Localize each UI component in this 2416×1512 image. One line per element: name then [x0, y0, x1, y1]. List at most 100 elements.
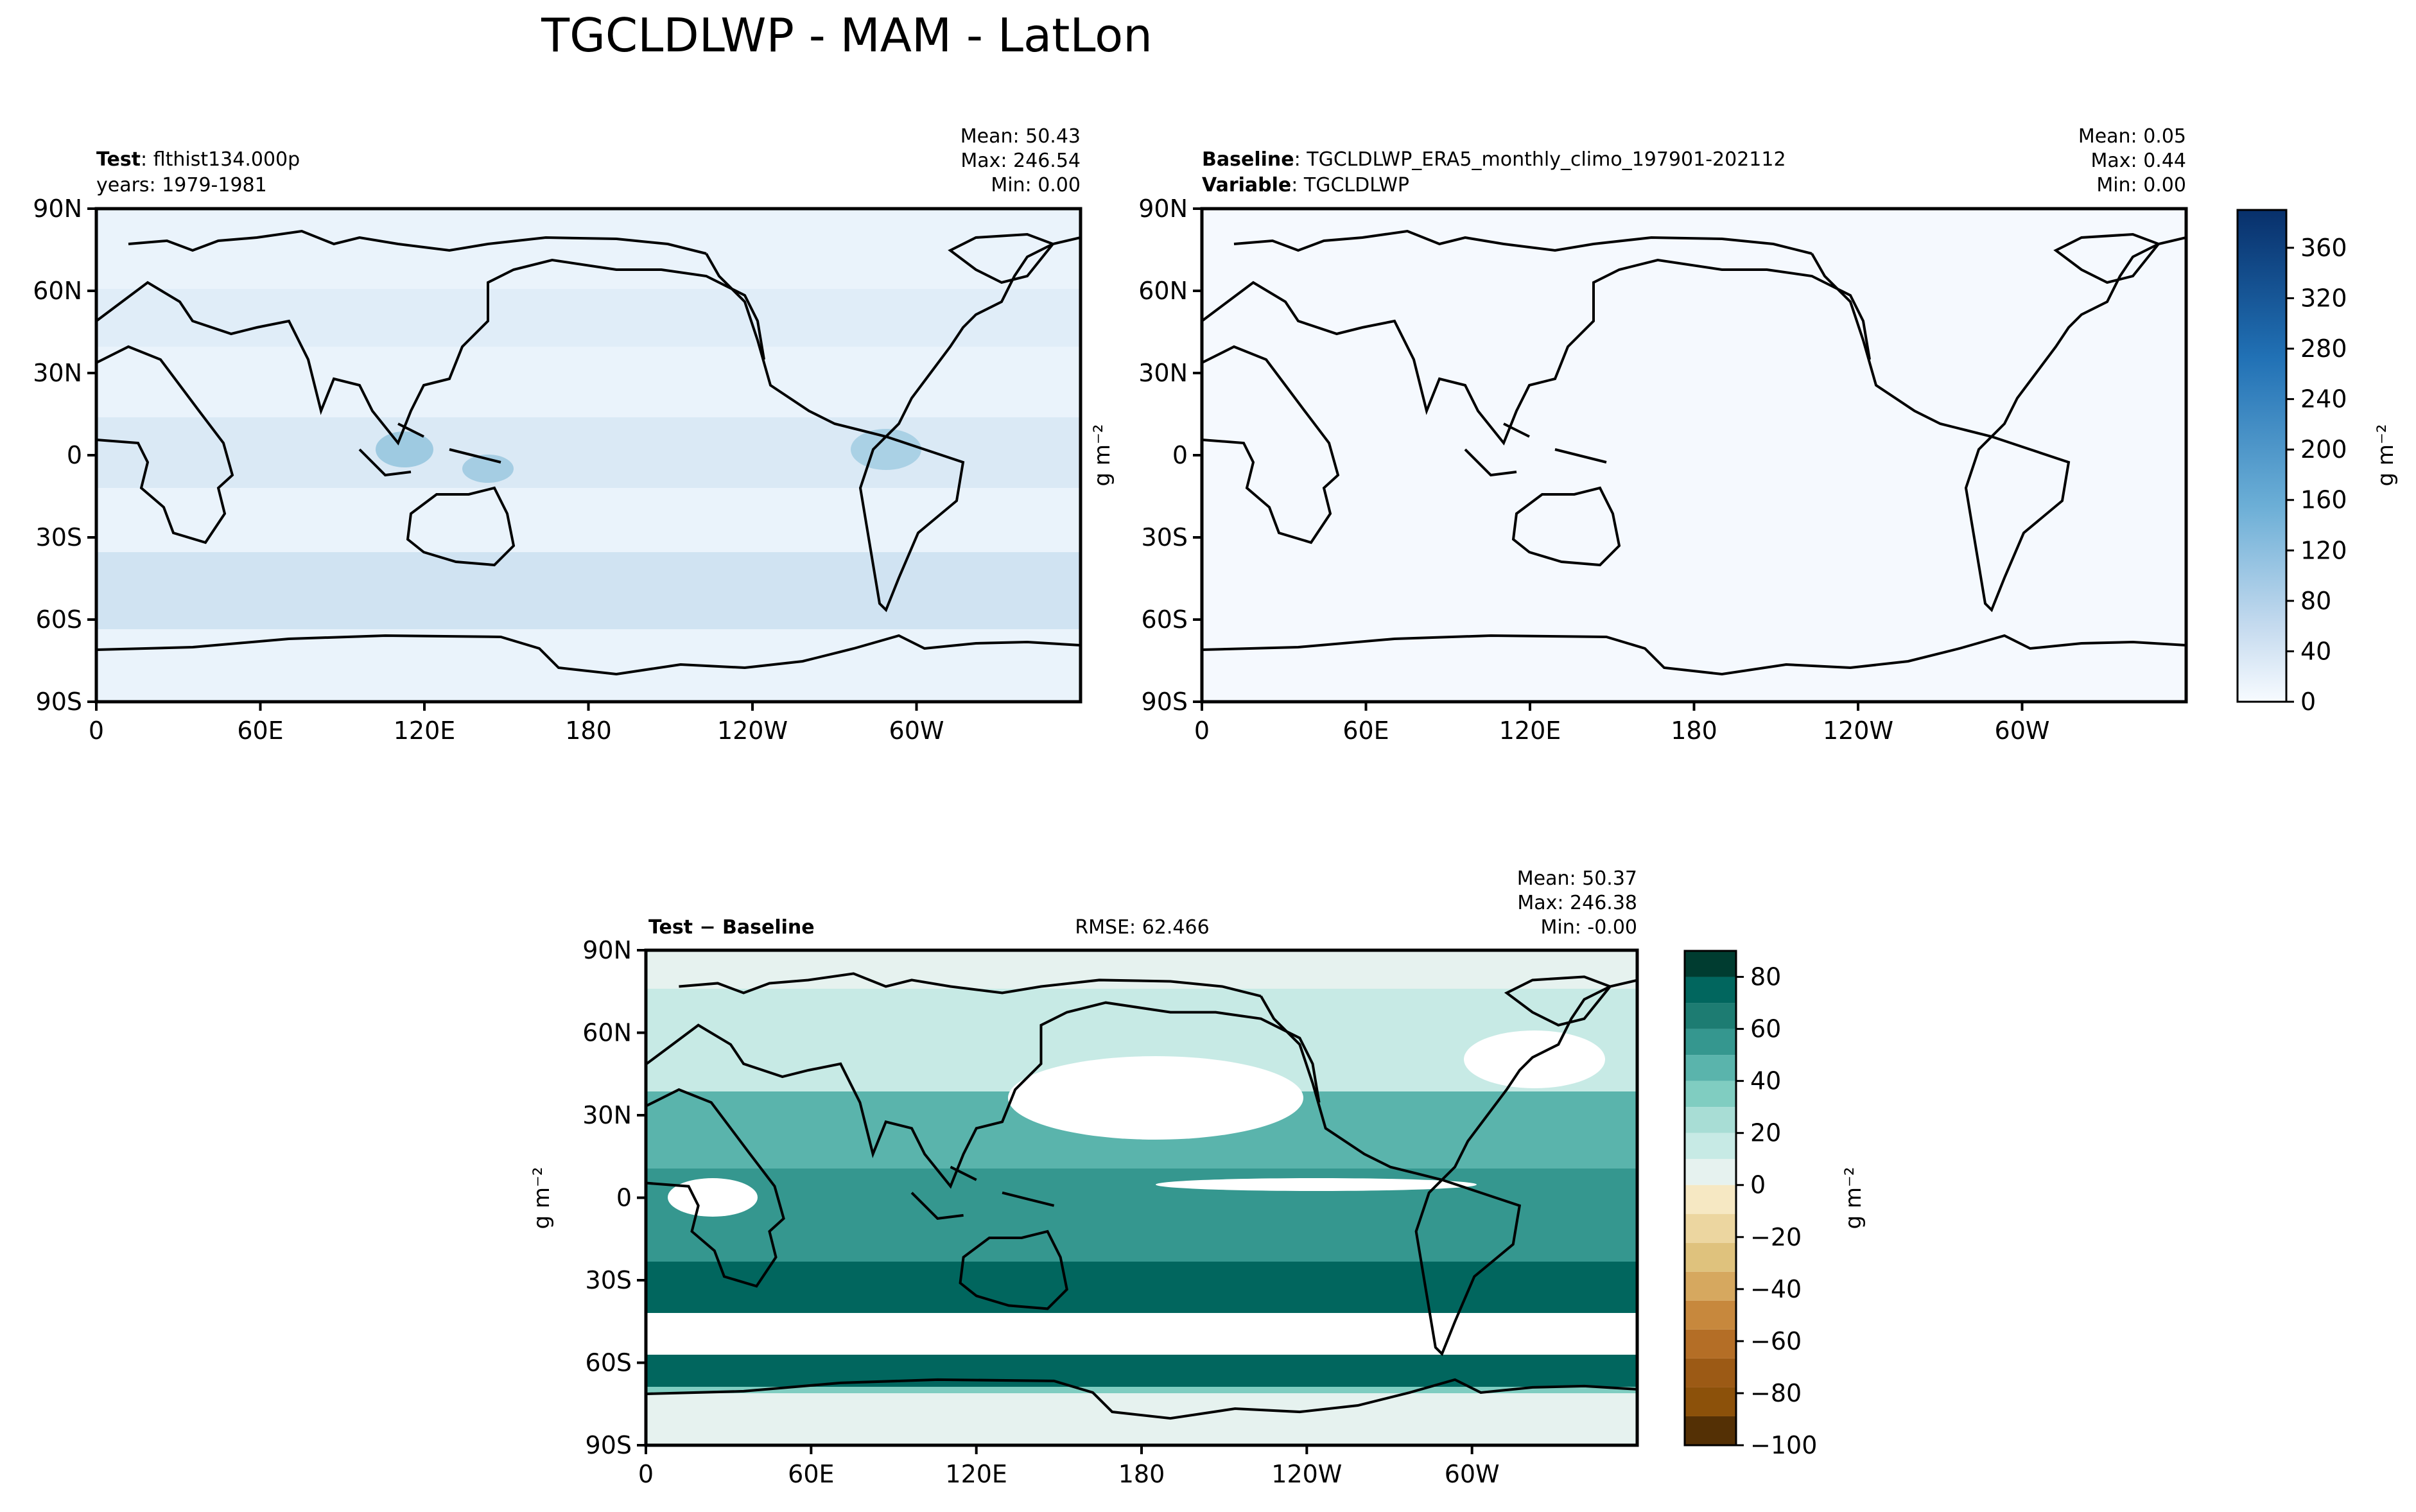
diff-map — [646, 950, 1637, 1445]
test-years-label: years: 1979-1981 — [96, 174, 267, 196]
test-title-value: flthist134.000p — [153, 148, 300, 171]
diff-coast-greenland — [1504, 975, 1613, 1027]
baseline-colorbar-tick-label: 360 — [2300, 234, 2347, 262]
test-xtick-label: 60E — [237, 717, 283, 745]
baseline-ytick-label: 30S — [1142, 523, 1188, 552]
diff-colorbar-label: g m⁻² — [1841, 1167, 1866, 1229]
diff-colorbar-segment — [1685, 1185, 1736, 1214]
baseline-title-label: Baseline: TGCLDLWP_ERA5_monthly_climo_19… — [1202, 148, 1786, 171]
baseline-ytick-label: 30N — [1138, 359, 1188, 387]
diff-colorbar-segment — [1685, 1358, 1736, 1387]
diff-xtick-label: 60W — [1445, 1460, 1500, 1488]
diff-colorbar: 80 60 40 20 0 −20 −40 −60 −80 −100 g m⁻² — [1683, 950, 1866, 1459]
diff-coast-maritime — [910, 1165, 1055, 1221]
diff-colorbar-tick-label: 60 — [1750, 1015, 1781, 1043]
baseline-variable-value: TGCLDLWP — [1303, 174, 1409, 196]
baseline-ytick-label: 90N — [1138, 195, 1188, 223]
diff-ytick-label: 90S — [586, 1431, 632, 1459]
baseline-stat-min: Min: 0.00 — [2096, 174, 2186, 196]
baseline-map-field — [1202, 209, 2186, 702]
test-title-label: Test: flthist134.000p — [96, 148, 300, 171]
diff-colorbar-fill — [1685, 951, 1736, 1445]
test-xtick-label: 60W — [889, 717, 944, 745]
test-ytick-label: 90S — [36, 688, 82, 716]
baseline-map — [1202, 209, 2186, 702]
diff-stat-mean: Mean: 50.37 — [1517, 867, 1637, 890]
diff-zero-africa — [668, 1178, 758, 1217]
baseline-ytick-label: 60N — [1138, 277, 1188, 305]
baseline-colorbar-tick-label: 280 — [2300, 335, 2347, 363]
baseline-variable-bold: Variable — [1202, 174, 1291, 196]
test-coast-africa — [96, 345, 234, 544]
baseline-variable-label: Variable: TGCLDLWP — [1202, 174, 1409, 196]
baseline-coast-maritime — [1464, 422, 1607, 477]
diff-colorbar-tick-label: 20 — [1750, 1119, 1781, 1147]
test-coastlines — [96, 229, 1081, 676]
baseline-coast-africa — [1202, 345, 1340, 544]
diff-ytick-label: 60S — [586, 1349, 632, 1377]
baseline-title-value: TGCLDLWP_ERA5_monthly_climo_197901-20211… — [1306, 148, 1786, 171]
baseline-panel: Baseline: TGCLDLWP_ERA5_monthly_climo_19… — [1090, 125, 2399, 745]
diff-colorbar-tick-label: −60 — [1750, 1327, 1802, 1355]
diff-coast-americas — [1260, 978, 1637, 1357]
diff-colorbar-tick-label: −80 — [1750, 1379, 1802, 1407]
diff-coastlines — [646, 972, 1637, 1420]
diff-band-antarctic-edge — [646, 1355, 1637, 1387]
baseline-coast-greenland — [2053, 232, 2161, 284]
baseline-axis-ticks: 0 60E 120E 180 120W 60W 90N 60N 30N 0 30S 60S 90S — [1138, 195, 2049, 745]
test-axis-ticks: 0 60E 120E 180 120W 60W 90N 60N 30N 0 30S 60S 90S — [33, 195, 944, 745]
diff-colorbar-tick-label: 40 — [1750, 1067, 1781, 1095]
baseline-coast-australia — [1511, 486, 1621, 567]
baseline-colorbar: 0 40 80 120 160 200 240 280 320 360 g m⁻² — [2236, 209, 2399, 716]
diff-ytick-label: 90N — [582, 936, 632, 964]
test-stat-mean: Mean: 50.43 — [960, 125, 1081, 148]
diff-colorbar-segment — [1685, 1081, 1736, 1108]
test-ytick-label: 60S — [36, 605, 82, 634]
baseline-colorbar-tick-label: 200 — [2300, 435, 2347, 464]
diff-colorbar-segment — [1685, 951, 1736, 977]
baseline-ytick-label: 60S — [1142, 605, 1188, 634]
diff-colorbar-segment — [1685, 1159, 1736, 1185]
baseline-colorbar-tick-label: 320 — [2300, 284, 2347, 312]
diff-colorbar-segment — [1685, 1387, 1736, 1416]
test-band-south — [96, 552, 1081, 629]
test-coast-greenland — [948, 232, 1056, 284]
baseline-colorbar-ticks: 0 40 80 120 160 200 240 280 320 360 — [2286, 234, 2347, 716]
diff-colorbar-segment — [1685, 1133, 1736, 1160]
diff-colorbar-segment — [1685, 1029, 1736, 1056]
diff-colorbar-tick-label: −20 — [1750, 1223, 1802, 1251]
test-ytick-label: 60N — [33, 277, 82, 305]
diff-title: Test − Baseline — [648, 916, 815, 939]
baseline-colorbar-label: g m⁻² — [2373, 424, 2399, 486]
diff-zero-north-pacific — [1008, 1056, 1303, 1140]
diff-colorbar-segment — [1685, 1107, 1736, 1133]
diff-zero-north-atlantic — [1464, 1030, 1605, 1088]
diff-colorbar-segment — [1685, 1300, 1736, 1330]
diff-ytick-label: 0 — [616, 1184, 632, 1212]
figure-title: TGCLDLWP - MAM - LatLon — [541, 8, 1152, 62]
diff-colorbar-tick-label: −100 — [1750, 1431, 1817, 1459]
diff-colorbar-segment — [1685, 977, 1736, 1004]
baseline-title-bold: Baseline — [1202, 148, 1294, 171]
baseline-coast-antarctica — [1202, 634, 2186, 676]
baseline-colorbar-tick-label: 80 — [2300, 587, 2331, 615]
diff-coast-arctic — [679, 972, 1262, 998]
baseline-colorbar-fill — [2238, 210, 2286, 702]
test-ytick-label: 0 — [67, 441, 82, 469]
baseline-xtick-label: 180 — [1671, 717, 1717, 745]
test-xtick-label: 120W — [717, 717, 788, 745]
diff-colorbar-segment — [1685, 1242, 1736, 1272]
diff-colorbar-frame — [1683, 950, 1737, 1447]
diff-axis-ticks: 0 60E 120E 180 120W 60W 90N 60N 30N 0 30S 60S 90S — [582, 936, 1499, 1488]
test-coast-americas — [705, 236, 1081, 613]
baseline-colorbar-tick-label: 0 — [2300, 688, 2316, 716]
diff-ytick-label: 60N — [582, 1019, 632, 1047]
diff-xtick-label: 60E — [788, 1460, 834, 1488]
diff-rmse: RMSE: 62.466 — [1075, 916, 1209, 939]
diff-colorbar-segment — [1685, 1329, 1736, 1359]
diff-colorbar-segment — [1685, 1055, 1736, 1081]
baseline-colorbar-frame — [2236, 209, 2288, 703]
diff-zero-equatorial — [1156, 1178, 1477, 1191]
baseline-coast-arctic — [1233, 229, 1812, 255]
